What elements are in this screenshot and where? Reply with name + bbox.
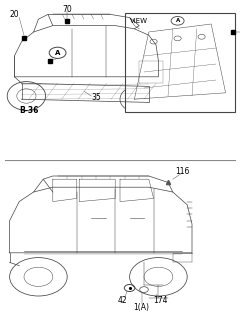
Text: 70: 70 <box>62 5 72 14</box>
Text: A: A <box>55 50 60 56</box>
Bar <box>125 13 235 112</box>
Text: 20: 20 <box>10 10 19 19</box>
Text: A: A <box>175 18 180 23</box>
Text: B-36: B-36 <box>19 106 38 115</box>
Text: VIEW: VIEW <box>130 18 148 24</box>
Text: 42: 42 <box>118 296 127 305</box>
Text: 116: 116 <box>175 167 190 176</box>
Text: 35: 35 <box>91 93 101 102</box>
Text: 1(A): 1(A) <box>134 303 150 312</box>
Text: 174: 174 <box>154 296 168 305</box>
